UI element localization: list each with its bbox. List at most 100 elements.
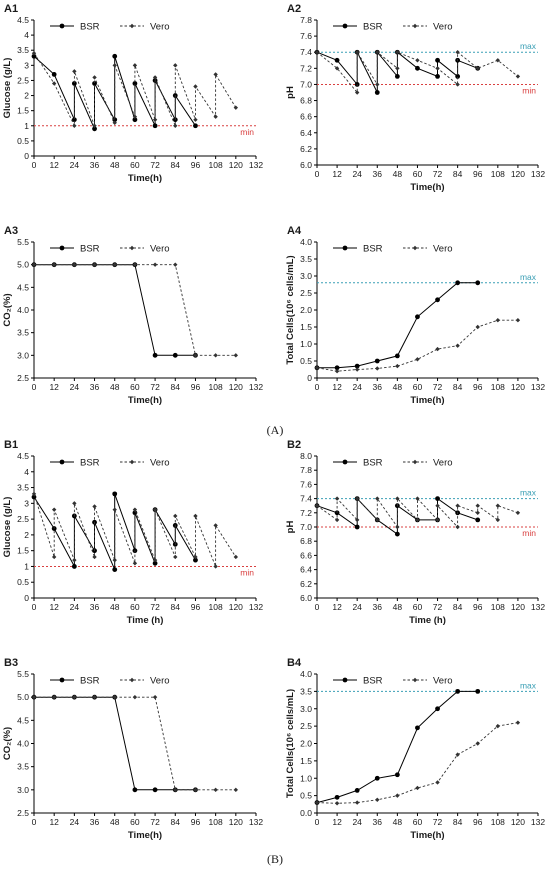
legend-label-vero: Vero: [433, 458, 453, 469]
y-axis-label: Total Cells(10⁶ cells/mL): [285, 255, 296, 364]
data-point-bsr: [435, 57, 440, 63]
data-point-bsr: [71, 81, 77, 86]
y-tick-label: 1.5: [17, 106, 29, 116]
x-tick-label: 132: [249, 382, 263, 392]
x-tick-label: 84: [171, 602, 181, 612]
x-tick-label: 24: [70, 602, 80, 612]
y-tick-label: 6.4: [300, 565, 312, 575]
data-point-vero: [515, 510, 521, 515]
data-point-vero: [213, 114, 218, 119]
data-point-vero: [152, 117, 158, 122]
y-tick-label: 2.0: [300, 739, 312, 749]
data-point-vero: [193, 84, 198, 89]
data-point-bsr: [112, 117, 118, 123]
data-point-bsr: [334, 365, 340, 371]
data-point-vero: [475, 324, 480, 330]
data-point-vero: [92, 504, 97, 509]
data-point-vero: [375, 50, 380, 55]
x-tick-label: 12: [49, 382, 59, 392]
data-point-vero: [233, 353, 239, 358]
data-point-bsr: [132, 81, 138, 86]
series-line-bsr: [34, 264, 196, 356]
data-point-bsr: [394, 531, 400, 537]
y-tick-label: 0.5: [17, 136, 29, 146]
data-point-vero: [455, 752, 460, 757]
x-tick-label: 36: [373, 817, 383, 827]
data-point-vero: [213, 353, 218, 358]
data-point-vero: [132, 63, 138, 68]
x-axis-label: Time (h): [409, 615, 446, 626]
data-point-bsr: [374, 358, 380, 364]
data-point-vero: [475, 66, 480, 71]
x-axis-label: Time(h): [128, 173, 162, 184]
x-tick-label: 24: [70, 817, 80, 827]
x-tick-label: 120: [511, 602, 525, 612]
y-tick-label: 1: [24, 561, 29, 571]
x-tick-label: 48: [393, 382, 403, 392]
x-axis-label: Time(h): [128, 830, 162, 841]
y-tick-label: 1.5: [300, 322, 312, 332]
x-tick-label: 72: [150, 817, 160, 827]
x-tick-label: 0: [315, 169, 320, 179]
panel-a3: A3 0 12 24 36 48 60 72 84 96 108 120 132 2.5 3.0 3.5 4.0…: [2, 225, 263, 406]
data-point-bsr: [435, 297, 440, 303]
y-tick-label: 3: [24, 60, 29, 70]
x-tick-label: 12: [49, 817, 59, 827]
panel-title: B3: [4, 657, 18, 669]
x-tick-label: 96: [473, 817, 483, 827]
legend-label-bsr: BSR: [363, 458, 383, 469]
data-point-vero: [334, 66, 340, 71]
x-tick-label: 120: [229, 160, 243, 170]
panel-title: A3: [4, 225, 18, 237]
data-point-vero: [132, 694, 138, 700]
data-point-vero: [72, 694, 77, 700]
data-point-vero: [475, 510, 480, 515]
y-tick-label: 7.2: [300, 63, 312, 73]
data-point-vero: [495, 58, 501, 63]
data-point-vero: [51, 81, 57, 86]
x-tick-label: 120: [511, 817, 525, 827]
x-tick-label: 0: [315, 602, 320, 612]
data-point-vero: [233, 787, 239, 793]
x-tick-label: 108: [491, 817, 505, 827]
x-tick-label: 84: [453, 602, 463, 612]
data-point-vero: [173, 262, 178, 267]
data-point-vero: [455, 343, 460, 348]
data-point-vero: [92, 75, 97, 80]
y-tick-label: 0: [24, 151, 29, 161]
y-tick-label: 5.5: [17, 237, 29, 247]
data-point-vero: [112, 557, 117, 563]
data-point-vero: [112, 120, 117, 125]
y-tick-label: 3.0: [300, 704, 312, 714]
data-point-vero: [455, 524, 460, 530]
y-tick-label: 4.5: [17, 282, 29, 292]
x-tick-label: 132: [531, 817, 545, 827]
data-point-vero: [213, 564, 218, 569]
data-point-bsr: [455, 73, 461, 79]
data-point-vero: [112, 694, 117, 700]
data-point-bsr: [112, 53, 118, 59]
x-tick-label: 36: [373, 382, 383, 392]
panel-title: A2: [287, 3, 301, 15]
y-tick-label: 3.5: [300, 686, 312, 696]
data-point-vero: [375, 82, 380, 87]
x-tick-label: 36: [373, 169, 383, 179]
x-tick-label: 132: [531, 169, 545, 179]
reference-label-max: max: [520, 488, 537, 498]
legend-label-vero: Vero: [150, 676, 170, 687]
x-tick-label: 84: [171, 160, 181, 170]
x-axis-label: Time (h): [127, 615, 164, 626]
data-point-vero: [92, 694, 97, 700]
data-point-vero: [193, 787, 198, 793]
data-point-vero: [193, 554, 198, 560]
x-tick-label: 96: [473, 169, 483, 179]
data-point-bsr: [152, 787, 158, 793]
y-tick-label: 7.4: [300, 494, 312, 504]
data-point-vero: [31, 51, 37, 56]
data-point-vero: [72, 262, 77, 267]
y-tick-label: 2.5: [17, 514, 29, 524]
data-point-bsr: [92, 81, 97, 86]
x-tick-label: 12: [332, 602, 342, 612]
x-tick-label: 120: [511, 382, 525, 392]
y-tick-label: 2.5: [300, 288, 312, 298]
